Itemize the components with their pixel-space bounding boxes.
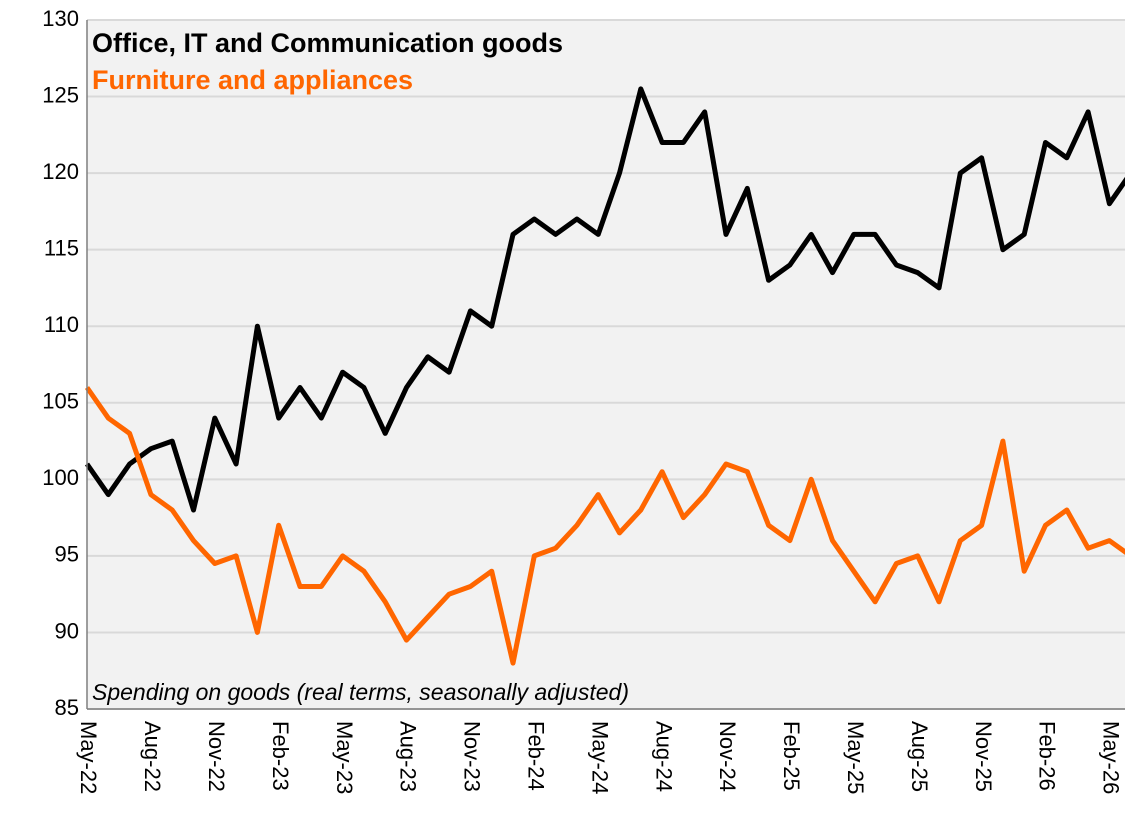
x-tick-label: Feb-24 (523, 721, 548, 791)
grid (87, 19, 1125, 710)
legend-entry: Furniture and appliances (92, 65, 413, 95)
x-tick-label: Nov-22 (204, 721, 229, 792)
y-tick-label: 120 (42, 159, 79, 184)
y-tick-label: 115 (44, 235, 79, 260)
y-tick-label: 125 (42, 82, 79, 107)
y-tick-label: 105 (42, 389, 79, 414)
x-tick-label: Aug-24 (651, 721, 676, 792)
x-tick-label: Nov-25 (971, 721, 996, 792)
y-tick-label: 110 (44, 312, 79, 337)
annotation: Spending on goods (real terms, seasonall… (92, 679, 629, 705)
y-tick-label: 90 (55, 618, 79, 643)
x-tick-label: May-23 (332, 721, 357, 794)
x-tick-label: Aug-22 (140, 721, 165, 792)
lines (84, 86, 1125, 666)
x-tick-label: Feb-23 (268, 721, 293, 791)
x-tick-label: Aug-23 (396, 721, 421, 792)
series-line (84, 386, 1125, 666)
series-line (84, 86, 1125, 513)
y-tick-label: 130 (42, 6, 79, 31)
x-tick-label: Aug-25 (907, 721, 932, 792)
y-tick-label: 100 (42, 465, 79, 490)
x-tick-label: Nov-24 (715, 721, 740, 792)
y-tick-label: 95 (55, 542, 79, 567)
legend-entry: Office, IT and Communication goods (92, 28, 563, 58)
x-tick-label: May-26 (1099, 721, 1124, 794)
y-tick-label: 85 (55, 695, 79, 720)
x-tick-label: Nov-23 (460, 721, 485, 792)
x-tick-label: Feb-25 (779, 721, 804, 791)
x-tick-label: Feb-26 (1035, 721, 1060, 791)
plot-area (87, 20, 1125, 709)
x-tick-label: May-24 (587, 721, 612, 794)
x-tick-label: May-22 (76, 721, 101, 794)
x-tick-label: May-25 (843, 721, 868, 794)
